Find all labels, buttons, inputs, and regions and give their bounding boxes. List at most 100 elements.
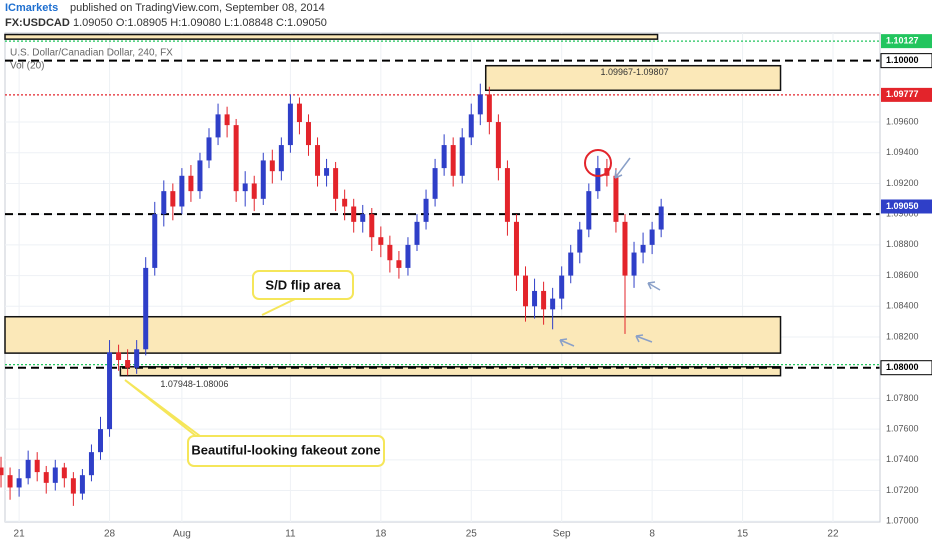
x-tick-label: 15 [737, 529, 749, 540]
price-label: 1.09777 [886, 89, 919, 99]
candle-body [79, 475, 85, 494]
symbol: FX:USDCAD [5, 17, 70, 29]
zone-label: 1.07948-1.08006 [160, 379, 228, 389]
candle-body [43, 472, 49, 483]
price-label-box [880, 53, 932, 69]
flip-label: S/D flip area [265, 277, 341, 292]
chart-subtitle: Vol (20) [10, 61, 44, 72]
candle-body [70, 478, 76, 494]
candle-body [7, 475, 13, 488]
candle-body [405, 244, 411, 268]
candle-body [161, 191, 167, 215]
candle-body [559, 275, 565, 299]
arrows [559, 157, 661, 347]
candle-body [649, 229, 655, 245]
x-tick-label: 22 [827, 529, 839, 540]
y-axis-bg [881, 33, 932, 522]
candle-body [568, 252, 574, 276]
candle-body [197, 160, 203, 192]
candle-body [432, 168, 438, 199]
price-label: 1.08000 [886, 362, 919, 372]
y-tick-label: 1.09000 [886, 209, 919, 219]
y-tick-label: 1.09600 [886, 116, 919, 126]
candle-body [360, 214, 366, 222]
candle-body [586, 191, 592, 230]
y-tick-label: 1.08400 [886, 301, 919, 311]
y-tick-label: 1.07600 [886, 423, 919, 433]
candle-body [658, 206, 664, 230]
price-label-box [880, 360, 932, 376]
candle-body [595, 168, 601, 192]
flip-pointer [261, 298, 296, 316]
zone-label: 1.09967-1.09807 [601, 67, 669, 77]
publisher: ICmarkets [5, 2, 58, 14]
x-tick-label: 28 [104, 529, 116, 540]
candle-body [305, 122, 311, 146]
candle-body [116, 352, 122, 361]
price-label-box [881, 199, 932, 214]
candle-body [179, 175, 185, 207]
candle-body [523, 275, 529, 307]
candle-body [640, 244, 646, 253]
x-tick-label: 25 [466, 529, 478, 540]
candle-body [287, 103, 293, 146]
candle-body [269, 160, 275, 172]
fakeout-pointer [124, 379, 201, 437]
candle-body [622, 221, 628, 276]
highlight-circle [584, 149, 612, 177]
price-label: 1.10127 [886, 36, 919, 46]
y-tick-label: 1.09400 [886, 147, 919, 157]
candle-body [324, 168, 330, 176]
candle-body [486, 94, 492, 123]
x-tick-label: Sep [553, 529, 571, 540]
y-tick-label: 1.09200 [886, 178, 919, 188]
candle-body [396, 260, 402, 268]
candle-body [477, 94, 483, 115]
y-tick-label: 1.08800 [886, 239, 919, 249]
published: published on TradingView.com, September … [70, 2, 325, 14]
candle-body [495, 122, 501, 169]
candle-body [441, 145, 447, 169]
candle-body [170, 191, 176, 207]
y-tick-label: 1.07000 [886, 516, 919, 526]
fakeout-label-box [187, 435, 385, 467]
candle-body [504, 168, 510, 222]
quote: 1.09050 O:1.08905 H:1.09080 L:1.08848 C:… [73, 17, 327, 29]
candle-body [342, 198, 348, 207]
price-label: 1.10000 [886, 55, 919, 65]
flip-label-box [252, 270, 354, 300]
candle-body [206, 137, 212, 161]
candle-body [242, 183, 248, 192]
candle-body [52, 467, 58, 483]
candle-body [423, 198, 429, 222]
y-tick-label: 1.08600 [886, 270, 919, 280]
candle-body [459, 137, 465, 176]
price-label-box [881, 87, 932, 102]
candle-body [233, 125, 239, 192]
candle-body [333, 168, 339, 199]
candle-body [631, 252, 637, 276]
candle-body [0, 467, 4, 476]
x-tick-label: 21 [14, 529, 26, 540]
fakeout-label: Beautiful-looking fakeout zone [191, 442, 380, 457]
y-tick-label: 1.07400 [886, 454, 919, 464]
candle-body [143, 267, 149, 350]
candle-body [97, 429, 103, 453]
chart-title: U.S. Dollar/Canadian Dollar, 240, FX [10, 48, 173, 59]
candle-body [34, 459, 40, 473]
candle-body [315, 145, 321, 176]
price-label-box [881, 34, 932, 49]
candle-body [251, 183, 257, 199]
candle-body [613, 175, 619, 222]
x-tick-label: 18 [375, 529, 387, 540]
x-tick-label: 8 [649, 529, 655, 540]
x-tick-label: Aug [173, 529, 191, 540]
candle-body [541, 290, 547, 310]
candle-body [577, 229, 583, 253]
zone [484, 64, 782, 92]
y-tick-label: 1.07800 [886, 393, 919, 403]
zone [4, 315, 782, 354]
